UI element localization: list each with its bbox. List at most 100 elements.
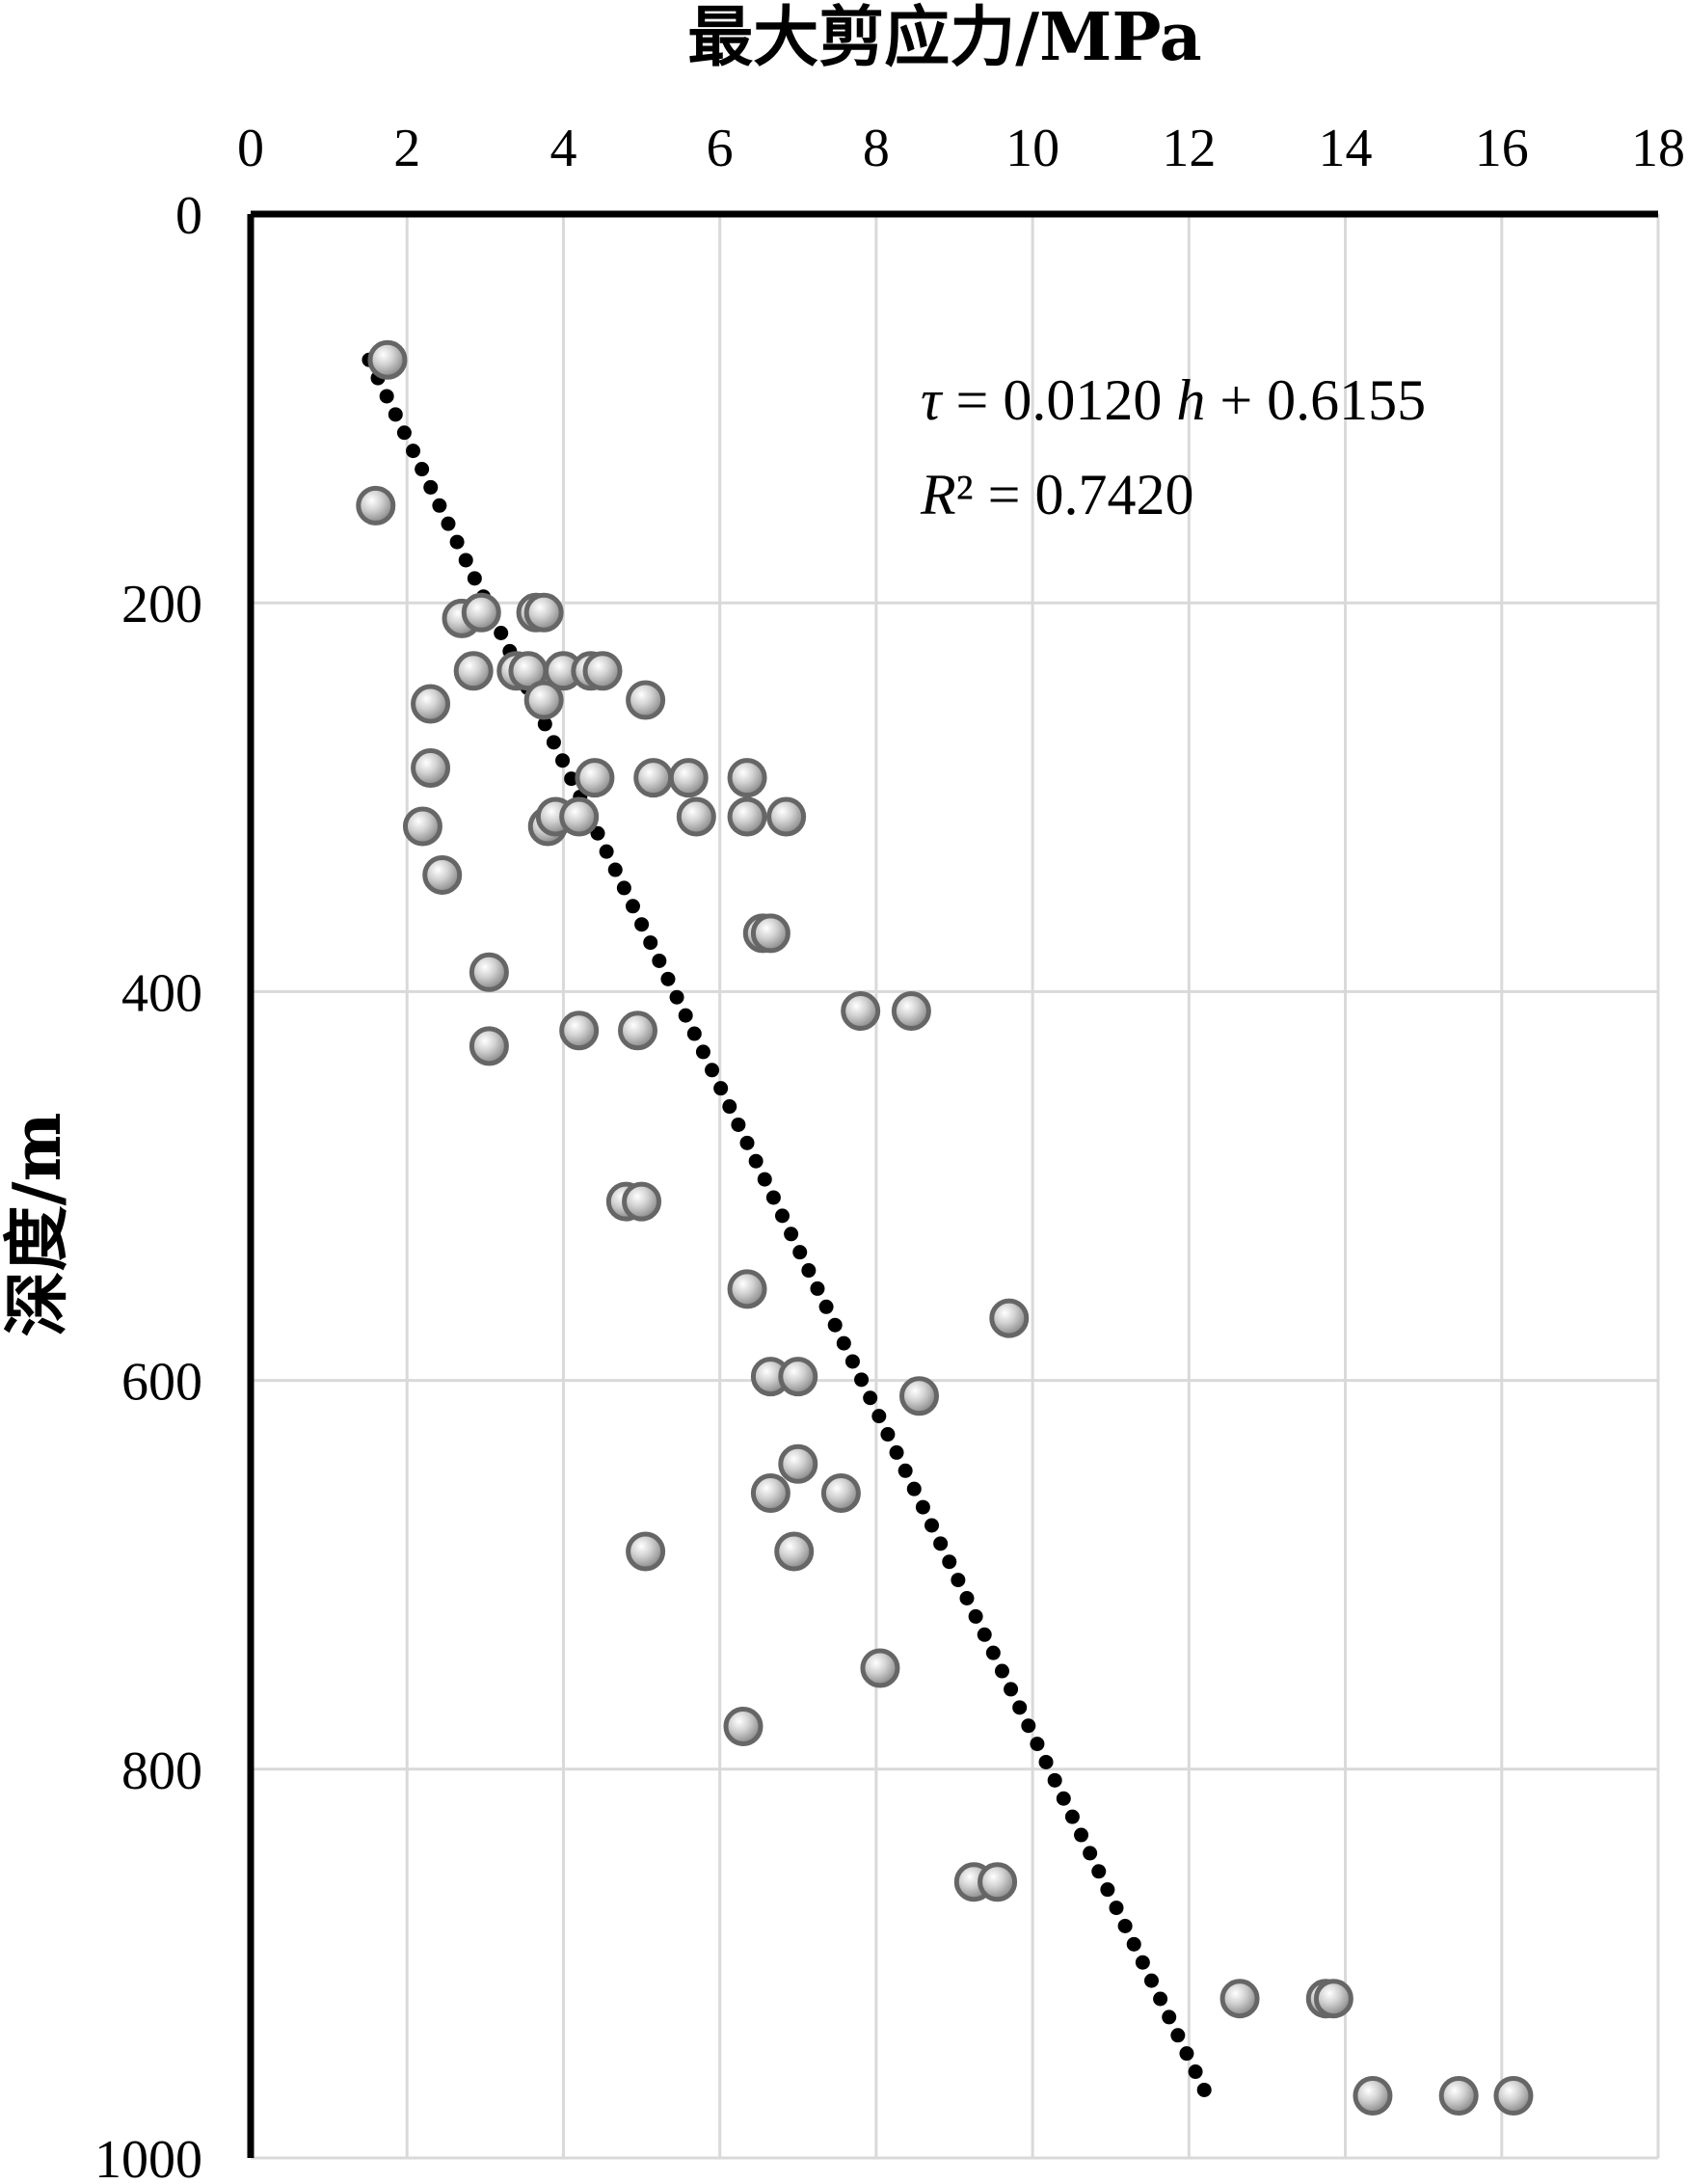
trendline-dot	[555, 753, 571, 768]
trendline-dot	[748, 1153, 764, 1169]
trendline-dot	[784, 1227, 799, 1242]
y-tick-label-5: 1000	[94, 2130, 202, 2184]
trendline-dot	[757, 1172, 772, 1187]
data-point-26	[766, 796, 807, 837]
trendline-dot	[1038, 1754, 1054, 1769]
x-tick-label-0: 0	[237, 119, 264, 178]
trendline-dot	[994, 1663, 1009, 1679]
data-point-1	[356, 485, 396, 526]
trendline-dot	[607, 862, 623, 877]
equation-tau: τ	[921, 368, 944, 432]
x-tick-label-7: 14	[1319, 119, 1373, 178]
trendline-dot	[660, 971, 676, 986]
data-point-27	[422, 854, 463, 895]
data-point-5	[523, 592, 564, 633]
x-tick-label-5: 10	[1005, 119, 1059, 178]
trendline-dot	[449, 534, 465, 550]
trendline-dot	[1117, 1918, 1133, 1933]
trendline-dot	[643, 935, 658, 951]
trendline-dot	[388, 407, 403, 422]
trendline-dot	[871, 1409, 887, 1424]
trendline-dot	[686, 1026, 702, 1041]
data-point-44	[750, 1473, 790, 1514]
data-point-12	[411, 684, 451, 724]
trendline-dot	[379, 389, 394, 404]
trendline-dot	[1064, 1809, 1080, 1824]
y-tick-label-1: 200	[121, 575, 202, 634]
trendline-dot	[985, 1645, 1001, 1660]
trendline-dot	[959, 1590, 975, 1605]
r-squared-r: R	[920, 463, 956, 526]
equation-part1: = 0.0120	[941, 368, 1176, 432]
trendline-dot	[933, 1536, 949, 1551]
trendline-dot	[915, 1499, 930, 1515]
y-tick-label-3: 600	[121, 1353, 202, 1413]
trendline-dot	[713, 1081, 729, 1096]
trendline-dot	[705, 1063, 720, 1078]
equation-part2: + 0.6155	[1205, 368, 1426, 432]
trendline-dot	[906, 1481, 922, 1496]
trendline-dot	[1100, 1882, 1115, 1898]
trendline-dot	[1012, 1700, 1028, 1715]
trendline-dot	[423, 479, 439, 495]
x-tick-label-8: 16	[1475, 119, 1529, 178]
trendline-dot	[415, 462, 430, 477]
trendline-dot	[695, 1044, 710, 1060]
x-tick-label-3: 6	[707, 119, 734, 178]
trendline-dot	[616, 880, 631, 896]
data-point-16	[575, 758, 615, 798]
trendline-dot	[625, 899, 640, 914]
trendline-dot	[898, 1463, 913, 1478]
y-tick-label-4: 800	[121, 1741, 202, 1801]
trendline-dot	[1126, 1936, 1141, 1952]
trendline-dot	[844, 1354, 860, 1369]
data-point-24	[676, 796, 716, 837]
trendline-dot	[590, 825, 605, 841]
trendline-dot	[1021, 1718, 1036, 1734]
data-point-0	[367, 339, 408, 380]
data-point-48	[860, 1648, 900, 1688]
data-point-14	[626, 680, 666, 720]
trendline-dot	[467, 571, 482, 586]
trendline-dot	[801, 1263, 817, 1279]
data-point-18	[668, 758, 709, 798]
data-point-43	[778, 1443, 818, 1484]
data-point-25	[727, 796, 767, 837]
trendline-dot	[1135, 1955, 1150, 1970]
trendline-dot	[836, 1335, 851, 1351]
data-point-56	[1438, 2075, 1479, 2116]
r-squared-text: R² = 0.7420	[920, 463, 1193, 526]
data-point-35	[469, 1026, 509, 1066]
data-point-31	[841, 991, 881, 1032]
data-point-15	[411, 748, 451, 789]
data-point-49	[723, 1706, 764, 1746]
trendline-dot	[792, 1245, 808, 1260]
data-point-37	[622, 1181, 662, 1222]
trendline-dot	[1047, 1772, 1062, 1788]
trendline-dot	[1091, 1864, 1107, 1879]
x-tick-label-9: 18	[1631, 119, 1685, 178]
trendline-dot	[1196, 2082, 1212, 2097]
data-point-6	[453, 651, 494, 691]
trendline-dot	[1170, 2028, 1186, 2043]
trendline-dot	[1083, 1846, 1098, 1861]
trendline-dot	[810, 1281, 825, 1296]
data-point-3	[461, 592, 501, 633]
y-tick-label-0: 0	[175, 186, 202, 246]
trendline-dot	[942, 1554, 957, 1570]
trendline-dot	[1179, 2046, 1194, 2062]
x-tick-label-6: 12	[1162, 119, 1216, 178]
r-squared-value: ² = 0.7420	[956, 463, 1194, 526]
trendline-dot	[599, 844, 614, 859]
trendline-dot	[880, 1427, 896, 1443]
trendline-dot	[1004, 1682, 1019, 1697]
trendline-dot	[1074, 1827, 1089, 1843]
trendline-dot	[537, 716, 552, 732]
trendline-dot	[774, 1208, 790, 1224]
trendline-dot	[951, 1573, 966, 1588]
data-point-17	[633, 758, 674, 798]
data-point-47	[774, 1531, 815, 1572]
trendline-dot	[669, 989, 684, 1005]
axes	[247, 210, 1658, 2158]
